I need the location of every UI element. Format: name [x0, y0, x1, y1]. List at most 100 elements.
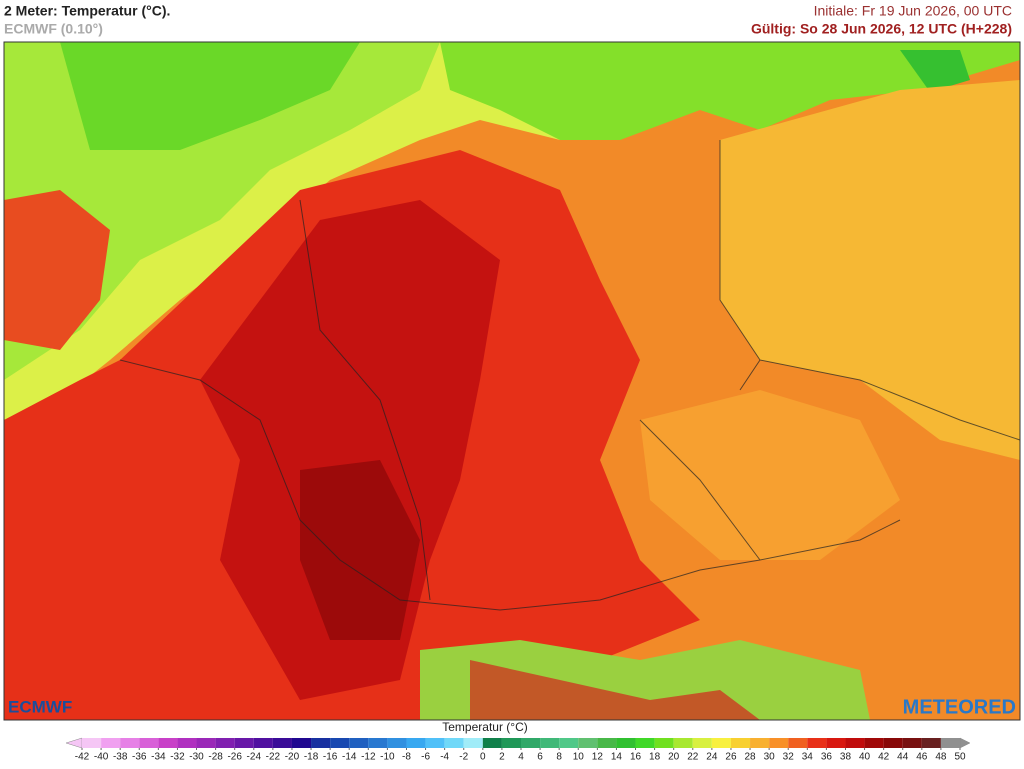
legend-tick-label: -40	[94, 752, 109, 763]
legend: -42 -40 -38 -36 -34 -32 -30 -28 -26 -24 -22 -20 -18-…	[65, 737, 971, 763]
legend-tick-label: -8	[402, 752, 411, 763]
color-swatch	[826, 738, 846, 748]
color-swatch	[387, 738, 407, 748]
color-swatch	[940, 738, 960, 748]
color-swatch	[692, 738, 712, 748]
legend-tick-label: -20	[285, 752, 300, 763]
legend-tick-label: 2	[499, 752, 505, 763]
color-swatch	[196, 738, 216, 748]
legend-tick-label: 14	[611, 752, 623, 763]
legend-tick-label: -22	[266, 752, 281, 763]
color-swatch	[654, 738, 674, 748]
legend-tick-label: -16	[323, 752, 338, 763]
legend-tick-label: 30	[764, 752, 776, 763]
legend-tick-label: 24	[706, 752, 718, 763]
legend-tick-label: 4	[518, 752, 524, 763]
color-swatch	[578, 738, 598, 748]
legend-tick-label: -32	[170, 752, 185, 763]
legend-tick-label: -26	[227, 752, 242, 763]
legend-tick-label: 26	[725, 752, 737, 763]
color-swatch	[711, 738, 731, 748]
color-swatch	[368, 738, 388, 748]
color-swatch	[82, 738, 102, 748]
legend-tick-label: 32	[783, 752, 795, 763]
legend-tick-label: 34	[802, 752, 814, 763]
subtitle: ECMWF (0.10°)	[4, 21, 103, 37]
color-swatch	[864, 738, 884, 748]
color-swatch	[349, 738, 369, 748]
legend-tick-label: -6	[421, 752, 430, 763]
color-swatch	[883, 738, 903, 748]
color-swatch	[139, 738, 159, 748]
color-swatch	[291, 738, 312, 748]
color-swatch	[769, 738, 789, 748]
legend-tick-label: -12	[361, 752, 376, 763]
legend-tick-label: 12	[592, 752, 604, 763]
color-swatch	[750, 738, 770, 748]
legend-tick-label: 18	[649, 752, 661, 763]
color-swatch	[234, 738, 254, 748]
color-swatch	[253, 738, 273, 748]
title: 2 Meter: Temperatur (°C).	[4, 3, 170, 19]
color-swatch	[444, 738, 464, 748]
legend-tick-label: 22	[687, 752, 699, 763]
legend-tick-label: -18	[304, 752, 319, 763]
legend-tick-label: 48	[935, 752, 947, 763]
legend-tick-label: 38	[840, 752, 852, 763]
color-swatch	[845, 738, 865, 748]
legend-title: Temperatur (°C)	[442, 720, 527, 734]
meteored-logo: METEORED	[903, 696, 1016, 718]
color-swatch	[635, 738, 655, 748]
color-swatch	[120, 738, 140, 748]
legend-tick-label: 8	[556, 752, 562, 763]
legend-arrow-high	[959, 737, 971, 749]
color-swatch	[921, 738, 941, 748]
legend-tick-label: 0	[480, 752, 486, 763]
legend-tick-label: -38	[113, 752, 128, 763]
color-swatch	[272, 738, 292, 748]
init-time: Initiale: Fr 19 Jun 2026, 00 UTC	[814, 3, 1012, 19]
valid-time: Gültig: So 28 Jun 2026, 12 UTC (H+228)	[751, 21, 1012, 37]
legend-tick-label: -2	[459, 752, 468, 763]
color-swatch	[215, 738, 235, 748]
legend-tick-label: 42	[878, 752, 890, 763]
legend-tick-label: 6	[537, 752, 543, 763]
legend-tick-label: -10	[380, 752, 395, 763]
color-swatch	[902, 738, 922, 748]
legend-tick-label: 20	[668, 752, 680, 763]
legend-tick-label: -28	[208, 752, 223, 763]
color-swatch	[406, 738, 426, 748]
color-swatch	[101, 738, 121, 748]
color-swatch	[673, 738, 693, 748]
legend-tick-label: 40	[859, 752, 871, 763]
color-swatch	[425, 738, 445, 748]
color-swatch	[330, 738, 350, 748]
color-swatch	[177, 738, 197, 748]
color-swatch	[807, 738, 827, 748]
ecmwf-logo: ECMWF	[8, 697, 72, 716]
legend-tick-label: -34	[151, 752, 166, 763]
legend-tick-label: 28	[744, 752, 756, 763]
legend-tick-label: 10	[573, 752, 585, 763]
color-swatch	[501, 738, 521, 748]
legend-tick-label: -24	[247, 752, 262, 763]
map	[3, 41, 1021, 721]
color-swatch	[482, 738, 502, 748]
legend-tick-label: -30	[189, 752, 204, 763]
legend-tick-label: -36	[132, 752, 147, 763]
legend-tick-label: 50	[954, 752, 966, 763]
legend-tick-label: 16	[630, 752, 642, 763]
legend-tick-label: -14	[342, 752, 357, 763]
legend-tick-label: 44	[897, 752, 909, 763]
legend-tick-label: -4	[440, 752, 449, 763]
color-swatch	[616, 738, 636, 748]
legend-tick-label: 46	[916, 752, 928, 763]
color-swatch	[158, 738, 178, 748]
color-swatch	[540, 738, 560, 748]
color-swatch	[730, 738, 751, 748]
color-swatch	[311, 738, 331, 748]
legend-arrow-low	[65, 737, 83, 749]
color-swatch	[559, 738, 579, 748]
legend-tick-label: 36	[821, 752, 833, 763]
